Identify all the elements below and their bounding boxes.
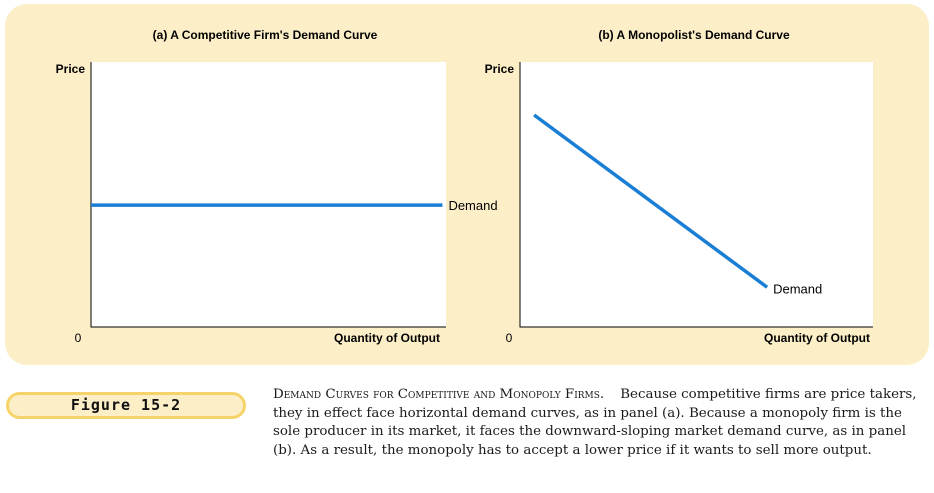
chart-a-plot-area <box>91 62 446 327</box>
chart-b-origin-label: 0 <box>506 331 513 345</box>
chart-b-demand-curve <box>533 113 769 289</box>
figure-caption: Demand Curves for Competitive and Monopo… <box>273 386 923 460</box>
chart-b-y-axis-label: Price <box>485 62 515 76</box>
chart-a-demand-label: Demand <box>448 198 497 213</box>
chart-a-origin-label: 0 <box>75 331 82 345</box>
chart-b-axes <box>519 62 873 328</box>
chart-a: (a) A Competitive Firm's Demand Curve Pr… <box>56 28 498 345</box>
chart-b-title: (b) A Monopolist's Demand Curve <box>598 28 790 42</box>
caption-text: Because competitive firms are price take… <box>273 387 917 458</box>
chart-a-x-axis-label: Quantity of Output <box>334 331 440 345</box>
chart-a-y-axis-label: Price <box>56 62 86 76</box>
chart-b-plot-area <box>520 62 873 327</box>
caption-title: Demand Curves for Competitive and Monopo… <box>273 387 605 402</box>
chart-b-demand-label: Demand <box>773 281 822 296</box>
chart-b: (b) A Monopolist's Demand Curve Price 0 … <box>485 28 873 345</box>
figure-number-badge: Figure 15-2 <box>6 392 246 419</box>
chart-a-title: (a) A Competitive Firm's Demand Curve <box>153 28 378 42</box>
chart-a-axes <box>90 62 446 328</box>
chart-b-x-axis-label: Quantity of Output <box>764 331 870 345</box>
